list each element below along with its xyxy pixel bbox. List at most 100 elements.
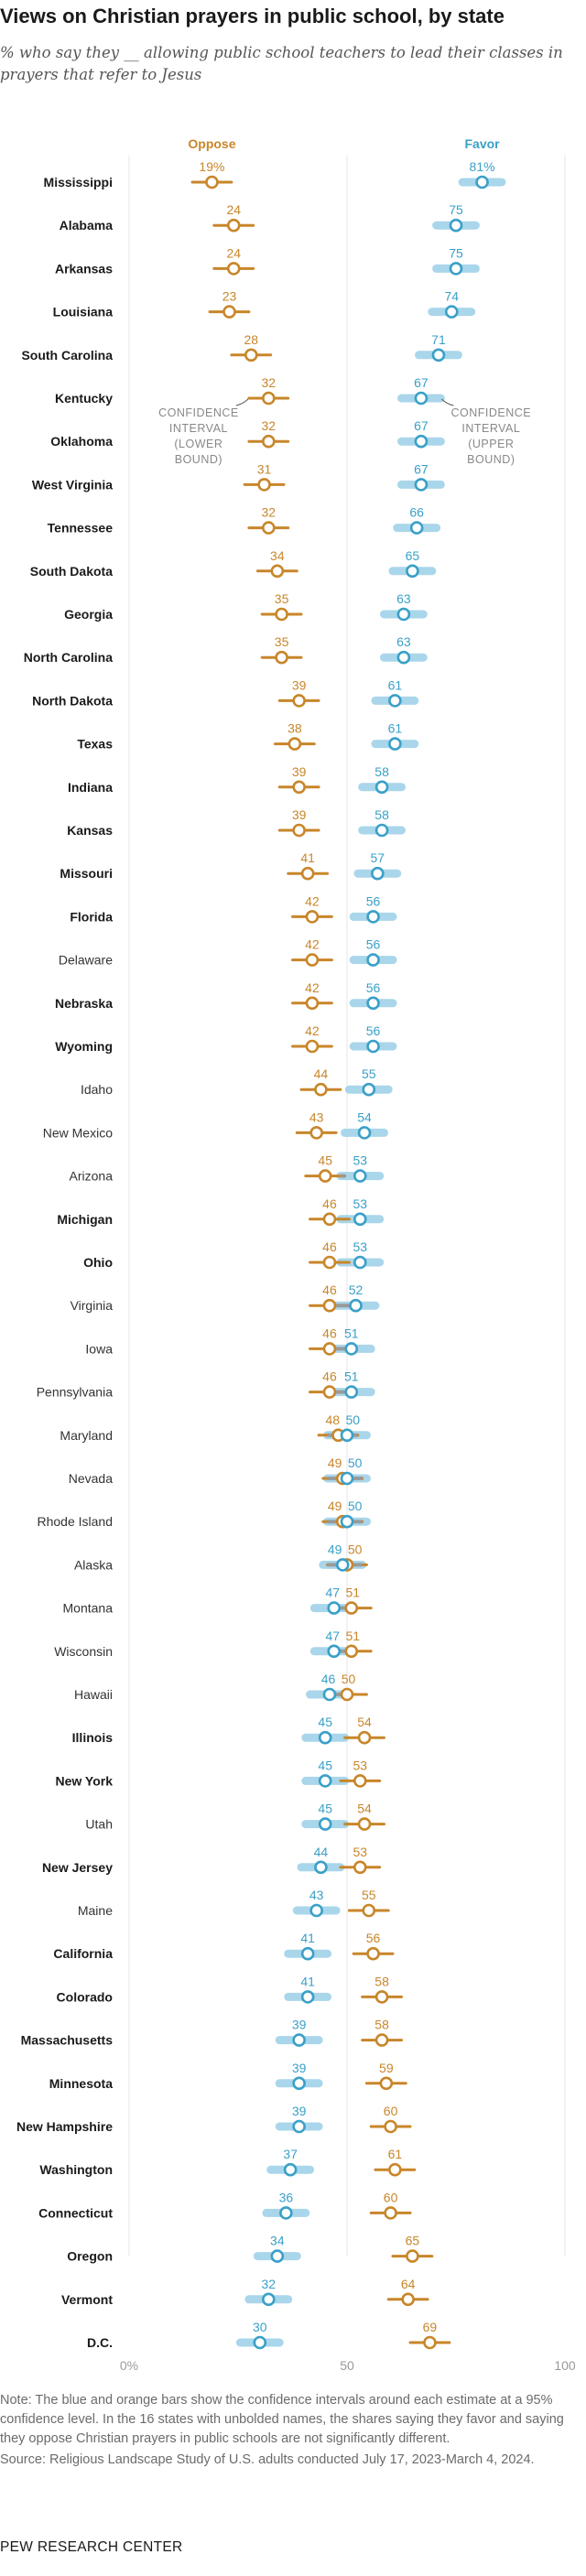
favor-dot-connecticut [279,2206,293,2220]
oppose-value-iowa: 46 [322,1326,337,1340]
annotation-upper-line-3: BOUND) [467,453,515,466]
oppose-value-montana: 51 [345,1586,360,1600]
favor-dot-south-dakota [406,564,419,579]
oppose-dot-indiana [292,780,306,795]
oppose-dot-iowa [322,1342,337,1356]
favor-value-texas: 61 [388,721,403,736]
footer-source: Source: Religious Landscape Study of U.S… [0,2452,535,2467]
favor-value-south-carolina: 71 [431,332,446,347]
oppose-dot-washington [388,2162,402,2177]
state-label-new-york: New York [55,1773,113,1788]
oppose-value-new-mexico: 43 [309,1109,324,1124]
oppose-dot-new-jersey [353,1860,367,1875]
state-label-wisconsin: Wisconsin [54,1644,113,1659]
favor-dot-pennsylvania [344,1385,359,1399]
oppose-value-mississippi: 19% [199,159,224,174]
oppose-value-indiana: 39 [292,764,307,779]
state-label-michigan: Michigan [57,1212,113,1227]
oppose-dot-vermont [401,2292,415,2307]
oppose-dot-new-mexico [309,1126,323,1140]
state-label-alaska: Alaska [74,1557,113,1572]
favor-value-michigan: 53 [353,1196,367,1211]
state-label-new-mexico: New Mexico [43,1125,113,1140]
oppose-dot-massachusetts [374,2033,389,2047]
state-label-montana: Montana [63,1601,114,1616]
annotation-upper-line-1: INTERVAL [461,422,520,435]
state-label-texas: Texas [77,737,113,752]
annotation-arrow-upper [440,398,454,406]
favor-dot-iowa [344,1342,359,1356]
oppose-value-arizona: 45 [318,1153,332,1168]
favor-dot-oregon [270,2249,285,2263]
oppose-dot-new-hampshire [384,2119,397,2134]
favor-dot-d-c [253,2335,267,2350]
favor-value-north-carolina: 63 [396,634,411,649]
favor-dot-mississippi [475,175,489,189]
oppose-value-nevada: 49 [328,1456,342,1470]
state-label-rhode-island: Rhode Island [37,1514,113,1529]
oppose-value-north-dakota: 39 [292,677,307,692]
favor-dot-illinois [318,1730,332,1745]
oppose-value-rhode-island: 49 [328,1499,342,1513]
favor-dot-south-carolina [431,348,446,363]
favor-dot-idaho [362,1082,376,1097]
oppose-dot-tennessee [262,521,276,535]
favor-value-connecticut: 36 [279,2190,294,2204]
oppose-value-georgia: 35 [275,591,289,606]
favor-dot-arkansas [449,262,463,276]
favor-dot-california [300,1946,315,1961]
state-label-north-carolina: North Carolina [24,650,113,665]
oppose-value-new-jersey: 53 [353,1845,367,1859]
favor-value-north-dakota: 61 [388,677,403,692]
oppose-value-louisiana: 23 [222,289,237,304]
oppose-dot-d-c [423,2335,437,2350]
state-label-south-dakota: South Dakota [30,564,113,579]
favor-dot-kentucky [414,391,429,406]
state-label-west-virginia: West Virginia [32,477,113,492]
favor-dot-vermont [262,2292,276,2307]
state-label-arizona: Arizona [70,1169,114,1184]
oppose-value-connecticut: 60 [384,2190,398,2204]
oppose-value-north-carolina: 35 [275,634,289,649]
favor-dot-montana [327,1601,342,1615]
favor-value-rhode-island: 50 [348,1499,363,1513]
favor-value-tennessee: 66 [409,505,424,520]
footer-note: Note: The blue and orange bars show the … [0,2393,564,2446]
oppose-dot-texas [288,737,302,751]
oppose-dot-california [366,1946,380,1961]
favor-value-arkansas: 75 [449,245,463,260]
oppose-dot-wyoming [305,1039,320,1054]
oppose-value-missouri: 41 [300,850,315,865]
state-label-washington: Washington [39,2162,113,2177]
oppose-dot-louisiana [222,305,236,319]
favor-value-utah: 45 [318,1802,332,1816]
state-label-louisiana: Louisiana [53,305,114,319]
favor-value-d-c: 30 [253,2320,267,2334]
oppose-dot-alabama [226,218,241,233]
state-label-florida: Florida [70,909,113,924]
state-label-kansas: Kansas [67,823,113,838]
oppose-dot-georgia [275,607,288,622]
favor-dot-washington [283,2162,298,2177]
oppose-value-wyoming: 42 [305,1023,320,1038]
favor-value-west-virginia: 67 [414,461,429,476]
favor-value-illinois: 45 [318,1715,332,1729]
oppose-dot-wisconsin [344,1644,359,1659]
oppose-value-utah: 54 [357,1802,372,1816]
favor-dot-massachusetts [292,2033,306,2047]
favor-value-kansas: 58 [374,807,389,822]
favor-value-maine: 43 [309,1888,324,1902]
oppose-value-new-york: 53 [353,1758,367,1772]
favor-value-minnesota: 39 [292,2061,307,2075]
x-tick-label-1: 50 [340,2358,354,2373]
oppose-value-d-c: 69 [423,2320,438,2334]
oppose-dot-minnesota [379,2076,394,2091]
favor-value-massachusetts: 39 [292,2018,307,2032]
oppose-value-kansas: 39 [292,807,307,822]
oppose-dot-arizona [318,1169,332,1183]
oppose-dot-arkansas [226,262,241,276]
state-label-hawaii: Hawaii [74,1687,113,1702]
state-label-tennessee: Tennessee [48,521,114,536]
favor-value-idaho: 55 [362,1066,376,1081]
oppose-value-alaska: 50 [348,1542,363,1556]
